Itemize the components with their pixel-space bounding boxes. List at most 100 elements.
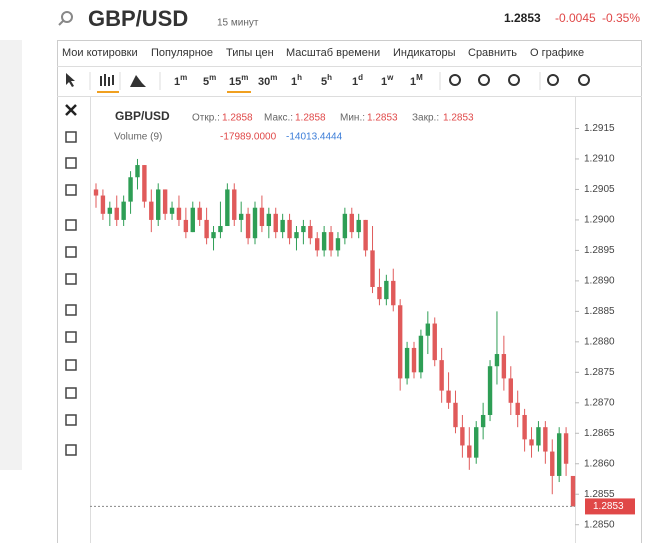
- candle-body: [384, 280, 389, 300]
- drawing-tool[interactable]: [65, 219, 77, 231]
- candle-body: [356, 219, 361, 233]
- candle-body: [446, 390, 451, 403]
- timeframe[interactable]: 1w: [381, 73, 394, 88]
- candle-body: [550, 451, 555, 476]
- area-tool[interactable]: [130, 75, 146, 87]
- candle-body: [238, 213, 244, 220]
- candle-body: [460, 427, 465, 446]
- close-tool[interactable]: [65, 104, 77, 116]
- menu-item[interactable]: Типы цен: [226, 47, 274, 59]
- cursor-tool[interactable]: [66, 73, 75, 87]
- candle-body: [225, 189, 230, 227]
- timeframe-unit: m: [241, 73, 248, 82]
- candle-body: [176, 207, 182, 220]
- y-tick-label: 1.2860: [584, 458, 615, 469]
- candle-body: [197, 207, 202, 220]
- timeframe[interactable]: 30m: [258, 73, 277, 88]
- candle-body: [377, 286, 382, 300]
- timeframe-unit: w: [386, 73, 394, 82]
- timeframe-unit: m: [180, 73, 187, 82]
- y-tick-label: 1.2885: [584, 306, 615, 317]
- timeframe[interactable]: 1d: [352, 73, 363, 88]
- candle-body: [142, 165, 147, 202]
- drawing-tool[interactable]: [65, 304, 77, 316]
- legend-high: 1.2858: [295, 113, 326, 124]
- y-tick-label: 1.2865: [584, 428, 615, 439]
- toolbar-icon[interactable]: [578, 74, 590, 86]
- last-price-box: [585, 498, 635, 515]
- candle-body: [487, 366, 493, 415]
- candle-body: [335, 238, 341, 251]
- legend-low-label: Мин.:: [340, 113, 365, 124]
- drawing-tool[interactable]: [65, 414, 77, 426]
- drawing-tool[interactable]: [65, 331, 77, 343]
- drawing-tool[interactable]: [65, 157, 77, 169]
- candle-body: [93, 189, 99, 196]
- timeframe-unit: h: [327, 73, 332, 82]
- toolbar-icon[interactable]: [547, 74, 559, 86]
- drawing-tool[interactable]: [65, 273, 77, 285]
- candle-body: [328, 232, 334, 251]
- candle-body: [121, 201, 126, 220]
- candle-body: [321, 232, 327, 251]
- candle-body: [100, 195, 106, 214]
- candle-body: [556, 433, 562, 476]
- candle-body: [570, 475, 576, 507]
- search-handle: [58, 20, 64, 26]
- search-icon[interactable]: [61, 11, 73, 23]
- candle-body: [342, 213, 348, 239]
- drawing-tool[interactable]: [65, 359, 77, 371]
- drawing-tool[interactable]: [65, 387, 77, 399]
- candle-body: [183, 219, 189, 233]
- candle-body: [370, 250, 375, 287]
- candles-tool[interactable]: [100, 74, 114, 86]
- candle-body: [501, 354, 507, 379]
- candle-body: [494, 354, 500, 367]
- timeframe-num: 1: [174, 76, 180, 88]
- timeframe[interactable]: 5h: [321, 73, 332, 88]
- candle-body: [363, 219, 368, 251]
- timeframe[interactable]: 5m: [203, 73, 216, 88]
- legend-open-label: Откр.:: [192, 113, 220, 124]
- timeframe-num: 15: [229, 76, 241, 88]
- y-tick-label: 1.2850: [584, 519, 615, 530]
- timeframe[interactable]: 1m: [174, 73, 187, 88]
- menu-item[interactable]: О графике: [530, 47, 584, 59]
- candle-body: [432, 323, 437, 361]
- legend-open: 1.2858: [222, 113, 253, 124]
- menu-item[interactable]: Популярное: [151, 47, 213, 59]
- candle-body: [439, 360, 444, 391]
- menu-item[interactable]: Мои котировки: [62, 47, 138, 59]
- menu-item[interactable]: Масштаб времени: [286, 47, 380, 59]
- timeframe[interactable]: 1h: [291, 73, 302, 88]
- timeframe-num: 5: [203, 76, 209, 88]
- legend-volume-a: -17989.0000: [220, 132, 277, 143]
- change: -0.0045: [555, 11, 596, 25]
- candle-body: [114, 207, 119, 220]
- toolbar-icon[interactable]: [508, 74, 520, 86]
- y-tick-label: 1.2890: [584, 276, 615, 287]
- timeframe-unit: M: [416, 73, 423, 82]
- candle-body: [453, 402, 458, 428]
- timeframe[interactable]: 1M: [410, 73, 423, 88]
- menu-item[interactable]: Сравнить: [468, 47, 517, 59]
- change-pct: -0.35%: [602, 11, 640, 25]
- timeframe-unit: m: [209, 73, 216, 82]
- timeframe-num: 1: [381, 76, 387, 88]
- menu-item[interactable]: Индикаторы: [393, 47, 456, 59]
- timeframe[interactable]: 15m: [229, 73, 248, 88]
- toolbar-icon[interactable]: [478, 74, 490, 86]
- drawing-tool[interactable]: [65, 131, 77, 143]
- toolbar-icon[interactable]: [449, 74, 461, 86]
- candle-body: [280, 219, 285, 233]
- drawing-tool[interactable]: [65, 444, 77, 456]
- drawing-tool[interactable]: [65, 184, 77, 196]
- legend-volume-b: -14013.4444: [286, 132, 343, 143]
- drawing-tool[interactable]: [65, 246, 77, 258]
- legend-high-label: Макс.:: [264, 113, 293, 124]
- timeframe-unit: m: [270, 73, 277, 82]
- y-tick-label: 1.2880: [584, 336, 615, 347]
- timeframe-num: 1: [291, 76, 297, 88]
- candle-body: [128, 177, 133, 202]
